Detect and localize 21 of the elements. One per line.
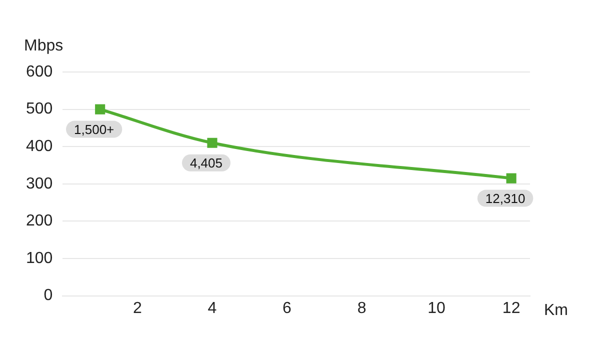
x-tick-label: 8 [357,300,366,317]
y-tick-label: 400 [26,138,53,156]
point [95,104,106,114]
y-tick-label: 600 [26,63,53,80]
x-axis-title: Km [544,302,568,320]
x-tick-label: 10 [428,300,446,317]
annotation: 12,310 [485,190,526,206]
annotation: 1,500+ [74,122,114,137]
annotation: 4,405 [190,155,223,170]
x-tick-label: 4 [208,300,217,317]
x-tick-label: 6 [282,300,292,317]
point [506,173,516,184]
y-tick-label: 100 [26,250,53,267]
x-tick-label: 2 [133,300,142,317]
y-axis-title: Mbps [24,37,64,54]
y-tick-label: 0 [44,287,53,304]
point [207,138,218,148]
x-tick-label: 12 [502,300,520,317]
y-tick-label: 200 [26,212,53,230]
y-tick-label: 300 [26,175,53,192]
y-tick-label: 500 [26,100,53,118]
